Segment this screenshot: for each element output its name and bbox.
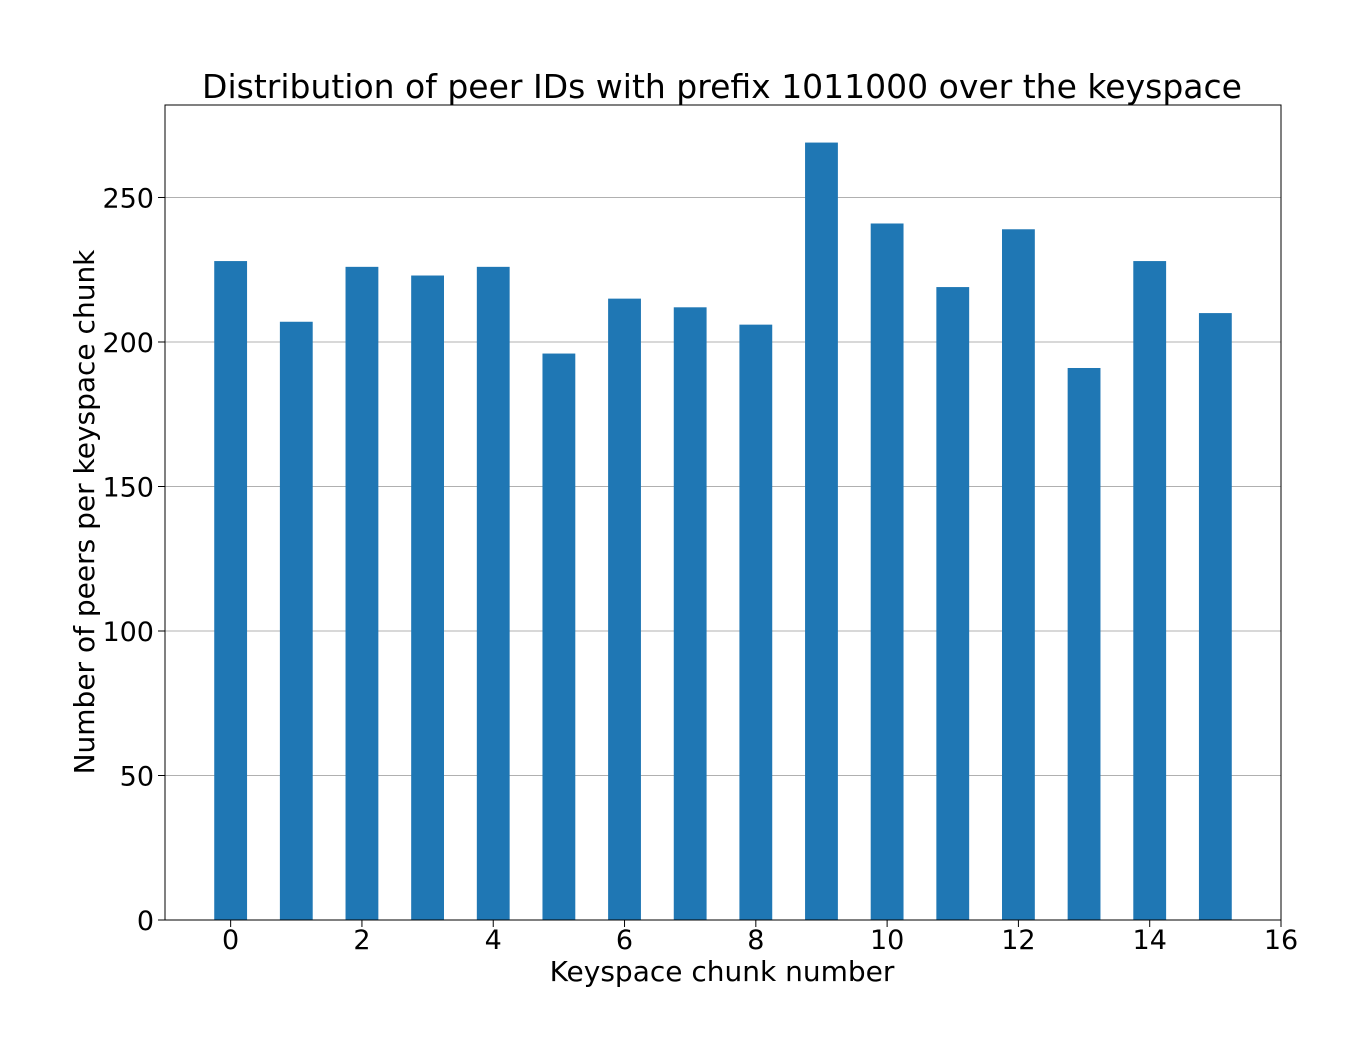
bar-chunk-1 [279, 321, 313, 920]
y-tick-label: 250 [102, 183, 154, 214]
x-axis-label: Keyspace chunk number [550, 955, 895, 988]
bar-chunk-7 [673, 307, 707, 921]
grid-layer [165, 196, 1281, 776]
y-tick-label: 50 [120, 761, 154, 792]
bar-chunk-6 [608, 298, 641, 920]
y-tick-label: 150 [102, 472, 154, 503]
x-tick-label: 14 [1133, 925, 1167, 956]
plot-frame [164, 104, 1282, 921]
y-tick-label: 100 [102, 617, 154, 648]
bar-chunk-10 [870, 223, 904, 920]
x-tick-label: 6 [616, 925, 633, 956]
bar-chunk-2 [345, 266, 379, 920]
bar-chunk-9 [805, 142, 838, 920]
bar-chunk-0 [214, 261, 248, 920]
bar-layer [214, 142, 1232, 921]
bar-chunk-4 [476, 266, 510, 920]
bar-chunk-5 [542, 353, 576, 920]
bar-chunk-15 [1198, 313, 1232, 921]
y-tick-label: 0 [137, 906, 154, 937]
y-axis-label: Number of peers per keyspace chunk [68, 249, 101, 775]
x-tick-label: 12 [1001, 925, 1035, 956]
y-axis-ticks: 0 50 100 150 200 250 [102, 183, 165, 937]
bar-chunk-11 [936, 287, 970, 920]
y-tick-label: 200 [102, 328, 154, 359]
bar-chunk-14 [1133, 261, 1167, 920]
x-tick-label: 16 [1264, 925, 1298, 956]
bar-chunk-8 [739, 324, 773, 920]
bar-chunk-13 [1067, 367, 1101, 920]
x-tick-label: 10 [870, 925, 904, 956]
x-tick-label: 2 [353, 925, 370, 956]
chart-title: Distribution of peer IDs with prefix 101… [202, 67, 1242, 106]
bar-chunk-3 [411, 275, 444, 921]
x-tick-label: 8 [747, 925, 764, 956]
x-tick-label: 0 [222, 925, 239, 956]
x-tick-label: 4 [485, 925, 502, 956]
x-axis-ticks: 0 2 4 6 8 10 12 14 16 [222, 920, 1298, 956]
bar-chunk-12 [1002, 229, 1035, 920]
